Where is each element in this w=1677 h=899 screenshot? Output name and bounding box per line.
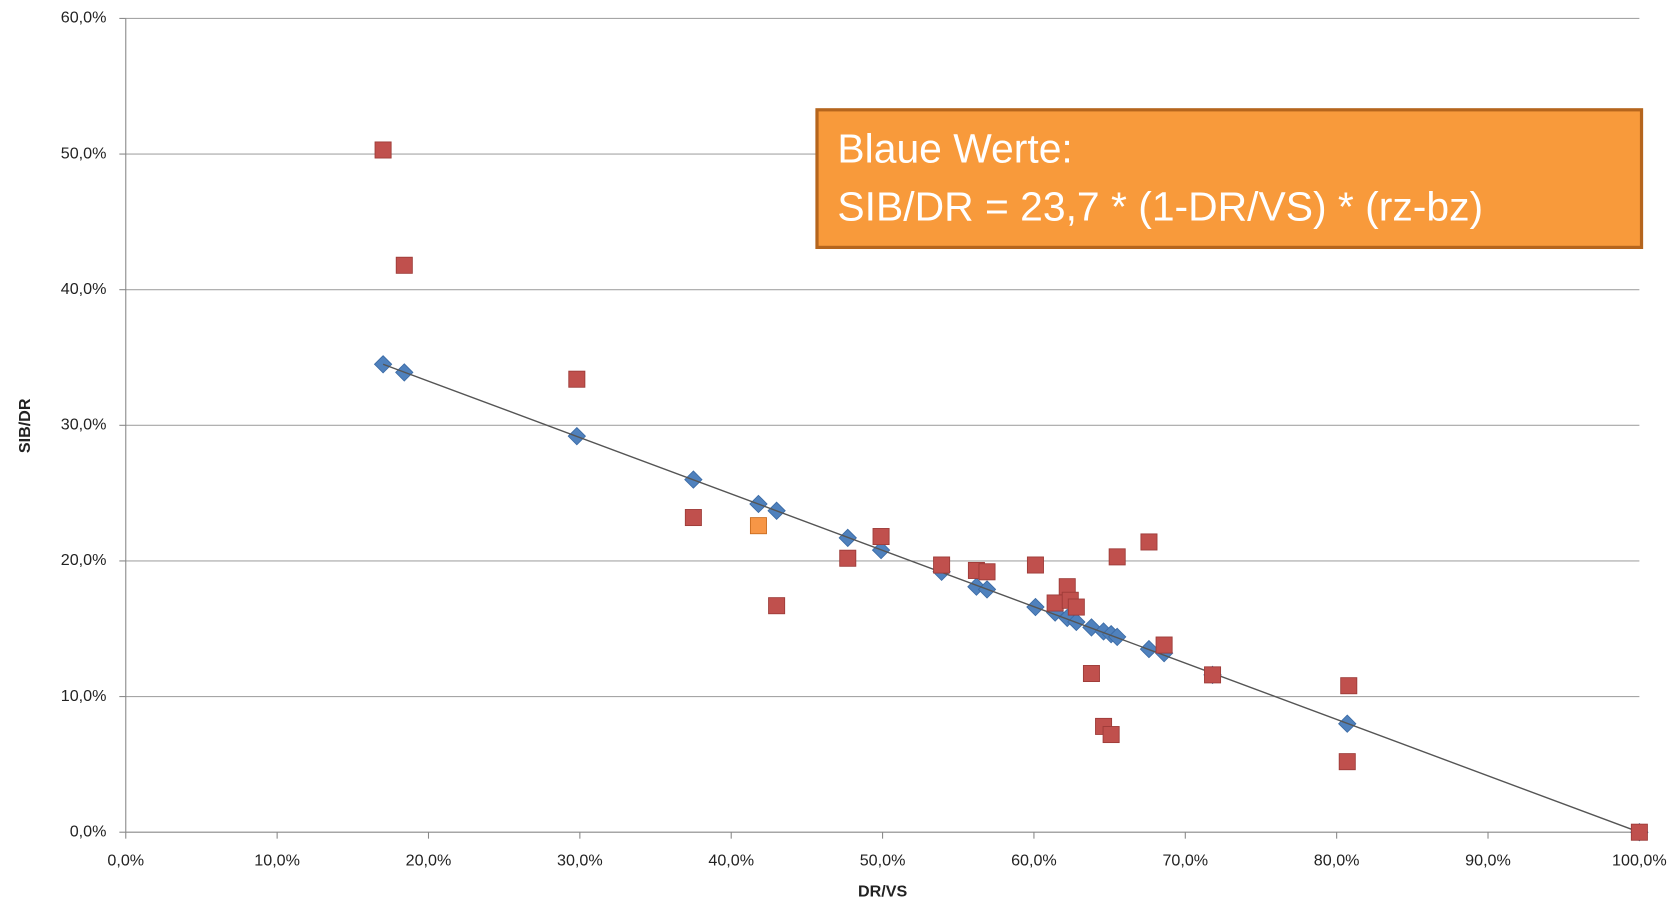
point <box>978 563 996 581</box>
x-axis-label: DR/VS <box>858 883 907 899</box>
annotation-box <box>815 108 1644 250</box>
point <box>1140 533 1158 551</box>
point <box>1340 677 1358 695</box>
point <box>568 370 586 388</box>
point <box>1338 753 1356 771</box>
point <box>1067 598 1085 616</box>
y-tick-label: 20,0% <box>61 551 107 569</box>
x-tick-label: 20,0% <box>406 851 452 869</box>
point <box>1155 636 1173 654</box>
y-tick-label: 50,0% <box>61 144 107 162</box>
x-tick-label: 50,0% <box>860 851 906 869</box>
x-tick-label: 90,0% <box>1465 851 1511 869</box>
x-tick-label: 10,0% <box>254 851 300 869</box>
point <box>749 517 767 535</box>
point <box>684 509 702 527</box>
x-tick-label: 30,0% <box>557 851 603 869</box>
trendline <box>382 363 1640 833</box>
point <box>1204 666 1222 684</box>
x-tick-label: 0,0% <box>107 851 144 869</box>
annotation-text: SIB/DR = 23,7 * (1-DR/VS) * (rz-bz) <box>837 184 1483 230</box>
point <box>1107 627 1127 647</box>
point <box>1630 823 1648 841</box>
point <box>872 528 890 546</box>
point <box>933 556 951 574</box>
point <box>839 549 857 567</box>
point <box>1046 594 1064 612</box>
point <box>1102 726 1120 744</box>
y-tick-label: 10,0% <box>61 687 107 705</box>
point <box>1108 548 1126 566</box>
annotation-text: Blaue Werte: <box>837 126 1072 172</box>
point <box>395 256 413 274</box>
point <box>374 141 392 159</box>
y-axis-label: SIB/DR <box>16 398 34 453</box>
y-tick-label: 60,0% <box>61 9 107 27</box>
x-tick-label: 80,0% <box>1314 851 1360 869</box>
point <box>1082 665 1100 683</box>
x-tick-label: 100,0% <box>1612 851 1667 869</box>
x-tick-label: 40,0% <box>708 851 754 869</box>
y-tick-label: 0,0% <box>70 822 107 840</box>
y-tick-label: 30,0% <box>61 416 107 434</box>
point <box>1026 556 1044 574</box>
x-tick-label: 70,0% <box>1162 851 1208 869</box>
point <box>768 597 786 615</box>
x-tick-label: 60,0% <box>1011 851 1057 869</box>
y-tick-label: 40,0% <box>61 280 107 298</box>
